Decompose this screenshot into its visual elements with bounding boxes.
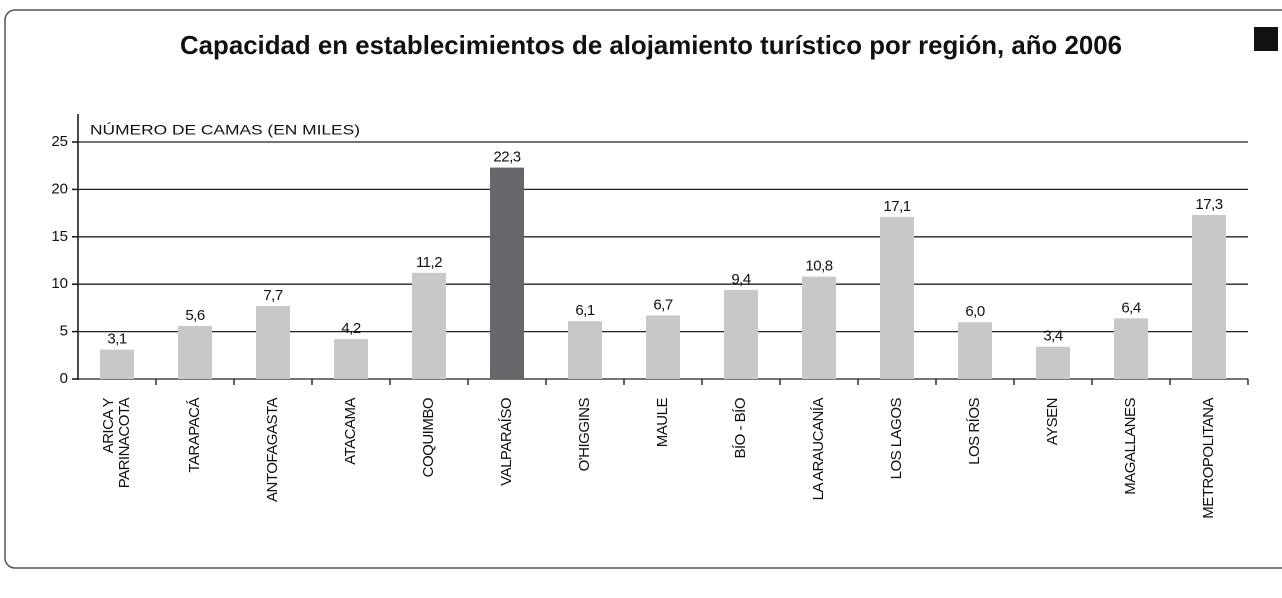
y-axis-label: NÚMERO DE CAMAS (EN MILES) (90, 122, 360, 138)
x-tick-label: METROPOLITANA (1200, 398, 1217, 519)
value-label: 6,4 (1121, 299, 1141, 316)
y-tick-label: 25 (51, 133, 68, 150)
y-tick-label: 0 (60, 370, 68, 387)
x-tick-label: LOS RÍOS (966, 398, 983, 465)
value-label: 3,1 (107, 331, 127, 348)
value-label: 17,3 (1195, 196, 1222, 213)
bar (724, 289, 758, 379)
x-tick-label: ARICA Y PARINACOTA (100, 398, 133, 489)
frame (4, 9, 1282, 569)
x-tick-label: MAULE (654, 398, 671, 448)
x-tick-label: LOS LAGOS (888, 398, 905, 480)
value-label: 9,4 (731, 271, 751, 288)
value-label: 22,3 (493, 149, 520, 166)
x-tick-label: VALPARAÍSO (498, 398, 515, 486)
bar (334, 339, 368, 379)
value-label: 10,8 (805, 258, 832, 275)
value-label: 5,6 (185, 307, 205, 324)
bar (1114, 318, 1148, 379)
bar (880, 216, 914, 379)
bar (178, 325, 212, 379)
chart: Capacidad en establecimientos de alojami… (4, 9, 1282, 569)
value-label: 7,7 (263, 287, 283, 304)
value-label: 11,2 (416, 254, 442, 271)
bar (802, 276, 836, 379)
corner-square (1254, 27, 1278, 51)
x-tick-label: AYSEN (1044, 398, 1061, 446)
value-label: 4,2 (341, 320, 361, 337)
value-label: 6,0 (965, 303, 985, 320)
bar (1192, 214, 1226, 379)
x-tick-label: ANTOFAGASTA (264, 398, 281, 502)
x-tick-label: ATACAMA (342, 398, 359, 465)
value-label: 3,4 (1043, 328, 1063, 345)
x-tick-label: LA ARAUCANÍA (810, 398, 827, 501)
value-label: 6,1 (575, 302, 595, 319)
bar (568, 321, 602, 379)
y-tick-label: 20 (51, 180, 68, 197)
bar (1036, 346, 1070, 379)
x-tick-label: O'HIGGINS (576, 398, 593, 472)
chart-title: Capacidad en establecimientos de alojami… (180, 30, 1122, 60)
y-tick-label: 5 (60, 323, 68, 340)
bar (958, 322, 992, 379)
bar (490, 167, 524, 379)
x-tick-label: TARAPACÁ (186, 398, 203, 473)
bar (256, 306, 290, 379)
value-label: 6,7 (653, 296, 673, 313)
x-tick-label: BÍO - BÍO (732, 398, 749, 459)
page: Capacidad en establecimientos de alojami… (4, 9, 1282, 569)
bar (646, 315, 680, 379)
y-tick-label: 15 (51, 228, 68, 245)
x-tick-label: MAGALLANES (1122, 398, 1139, 495)
value-label: 17,1 (883, 198, 910, 215)
x-tick-label: COQUIMBO (420, 398, 437, 478)
y-tick-label: 10 (51, 275, 68, 292)
bar (100, 349, 134, 379)
bar (412, 272, 446, 379)
